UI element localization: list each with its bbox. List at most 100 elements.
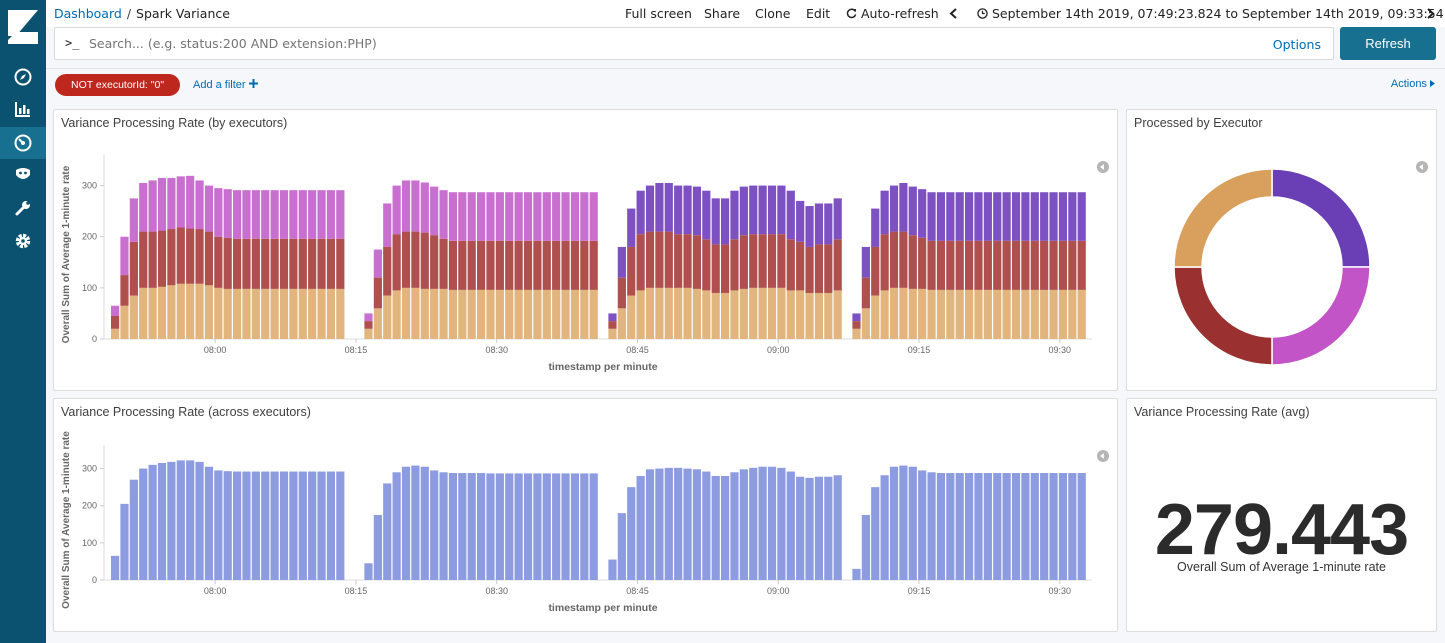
x-tick-label: 08:15 bbox=[345, 345, 368, 355]
bar bbox=[486, 473, 495, 580]
breadcrumb-dashboard-link[interactable]: Dashboard bbox=[54, 6, 122, 21]
x-tick-label: 08:00 bbox=[204, 586, 227, 596]
actions-button[interactable]: Actions bbox=[1391, 78, 1435, 90]
bar-segment bbox=[730, 239, 739, 291]
bar-segment bbox=[514, 240, 523, 290]
bar bbox=[195, 461, 204, 580]
bar bbox=[974, 473, 983, 580]
bar-segment bbox=[1077, 192, 1086, 241]
bar-segment bbox=[401, 231, 411, 288]
bar bbox=[683, 468, 692, 580]
bar bbox=[242, 471, 251, 580]
panel-title: Variance Processing Rate (avg) bbox=[1134, 405, 1310, 419]
bar bbox=[514, 473, 523, 580]
stacked-bar-chart: 0 100 200 300 Overall Sum of Average 1-minut… bbox=[61, 155, 1092, 373]
bar-segment bbox=[129, 198, 138, 242]
bar-segment bbox=[899, 287, 908, 339]
search-input[interactable] bbox=[89, 36, 1239, 51]
refresh-button[interactable]: Refresh bbox=[1340, 27, 1436, 60]
bar bbox=[1002, 473, 1011, 580]
panel-processed-by-executor: Processed by Executor bbox=[1126, 109, 1437, 391]
x-axis-label: timestamp per minute bbox=[548, 361, 657, 373]
full-screen-button[interactable]: Full screen bbox=[625, 6, 692, 21]
bar-segment bbox=[458, 240, 467, 290]
bar-segment bbox=[758, 287, 767, 339]
bar-segment bbox=[326, 190, 336, 239]
legend-toggle-icon[interactable] bbox=[1416, 161, 1428, 173]
auto-refresh-button[interactable]: Auto-refresh bbox=[846, 6, 939, 21]
bar-segment bbox=[1021, 240, 1030, 290]
bar-segment bbox=[486, 240, 495, 290]
bar-segment bbox=[946, 289, 955, 339]
bar bbox=[674, 467, 683, 580]
bar-segment bbox=[589, 192, 598, 241]
bar-segment bbox=[204, 231, 214, 286]
legend-toggle-icon[interactable] bbox=[1097, 161, 1109, 173]
bar-segment bbox=[242, 190, 251, 239]
clone-button[interactable]: Clone bbox=[755, 6, 791, 21]
bar-segment bbox=[129, 241, 138, 296]
bar-segment bbox=[861, 308, 870, 339]
bar-segment bbox=[542, 289, 551, 339]
bar-chart-icon bbox=[15, 102, 30, 117]
bar-segment bbox=[1021, 289, 1030, 339]
x-tick-label: 08:45 bbox=[626, 345, 649, 355]
bar-segment bbox=[627, 208, 636, 247]
bar-segment bbox=[786, 190, 795, 240]
bar-segment bbox=[608, 321, 617, 329]
bar bbox=[279, 471, 289, 580]
bar-segment bbox=[580, 289, 589, 339]
sidebar-item-timelion[interactable] bbox=[0, 159, 46, 191]
add-filter-button[interactable]: Add a filter bbox=[193, 79, 258, 91]
kibana-logo[interactable] bbox=[8, 10, 38, 44]
bar-segment bbox=[514, 289, 523, 339]
bar-segment bbox=[542, 240, 551, 290]
bar-segment bbox=[627, 246, 636, 296]
bar-segment bbox=[214, 188, 223, 237]
legend-toggle-icon[interactable] bbox=[1097, 450, 1109, 462]
bar bbox=[467, 473, 476, 580]
bar-segment bbox=[918, 288, 927, 339]
bar bbox=[364, 563, 373, 580]
bar-segment bbox=[852, 328, 861, 339]
panel-title: Variance Processing Rate (across executo… bbox=[61, 405, 311, 419]
bar-segment bbox=[674, 234, 683, 288]
sidebar-item-visualize[interactable] bbox=[0, 93, 46, 125]
x-tick-label: 09:00 bbox=[767, 586, 790, 596]
bar bbox=[373, 515, 382, 580]
options-button[interactable]: Options bbox=[1272, 37, 1321, 52]
bar bbox=[993, 473, 1002, 580]
bar-segment bbox=[214, 287, 223, 339]
time-range-picker[interactable]: September 14th 2019, 07:49:23.824 to Sep… bbox=[977, 6, 1445, 21]
bar-segment bbox=[655, 231, 664, 288]
bar-segment bbox=[223, 189, 232, 238]
sidebar-item-dashboard[interactable] bbox=[0, 127, 46, 159]
bar-segment bbox=[1040, 240, 1049, 290]
sidebar-item-dev-tools[interactable] bbox=[0, 192, 46, 224]
bar-segment bbox=[636, 190, 645, 235]
bar-segment bbox=[167, 229, 176, 286]
bar bbox=[392, 472, 401, 580]
bar-segment bbox=[824, 203, 833, 245]
bar bbox=[1058, 473, 1068, 580]
bar-segment bbox=[448, 240, 458, 290]
edit-button[interactable]: Edit bbox=[806, 6, 831, 21]
share-button[interactable]: Share bbox=[704, 6, 741, 21]
bar-segment bbox=[767, 185, 777, 235]
bar bbox=[148, 464, 157, 580]
sidebar-item-discover[interactable] bbox=[0, 61, 46, 93]
bar-segment bbox=[664, 231, 673, 288]
chevron-left-icon[interactable] bbox=[949, 8, 958, 19]
sidebar-item-management[interactable] bbox=[0, 225, 46, 257]
bar-segment bbox=[1002, 240, 1011, 290]
bar-segment bbox=[702, 239, 711, 291]
bar-segment bbox=[880, 290, 889, 339]
bar bbox=[317, 471, 326, 580]
bar-segment bbox=[974, 289, 983, 339]
bar bbox=[458, 473, 467, 580]
bar-segment bbox=[683, 287, 692, 339]
filter-pill[interactable]: NOT executorId: "0" bbox=[55, 74, 181, 96]
bar-segment bbox=[129, 295, 138, 339]
bar-segment bbox=[889, 185, 899, 232]
chevron-right-icon[interactable] bbox=[1426, 8, 1435, 19]
